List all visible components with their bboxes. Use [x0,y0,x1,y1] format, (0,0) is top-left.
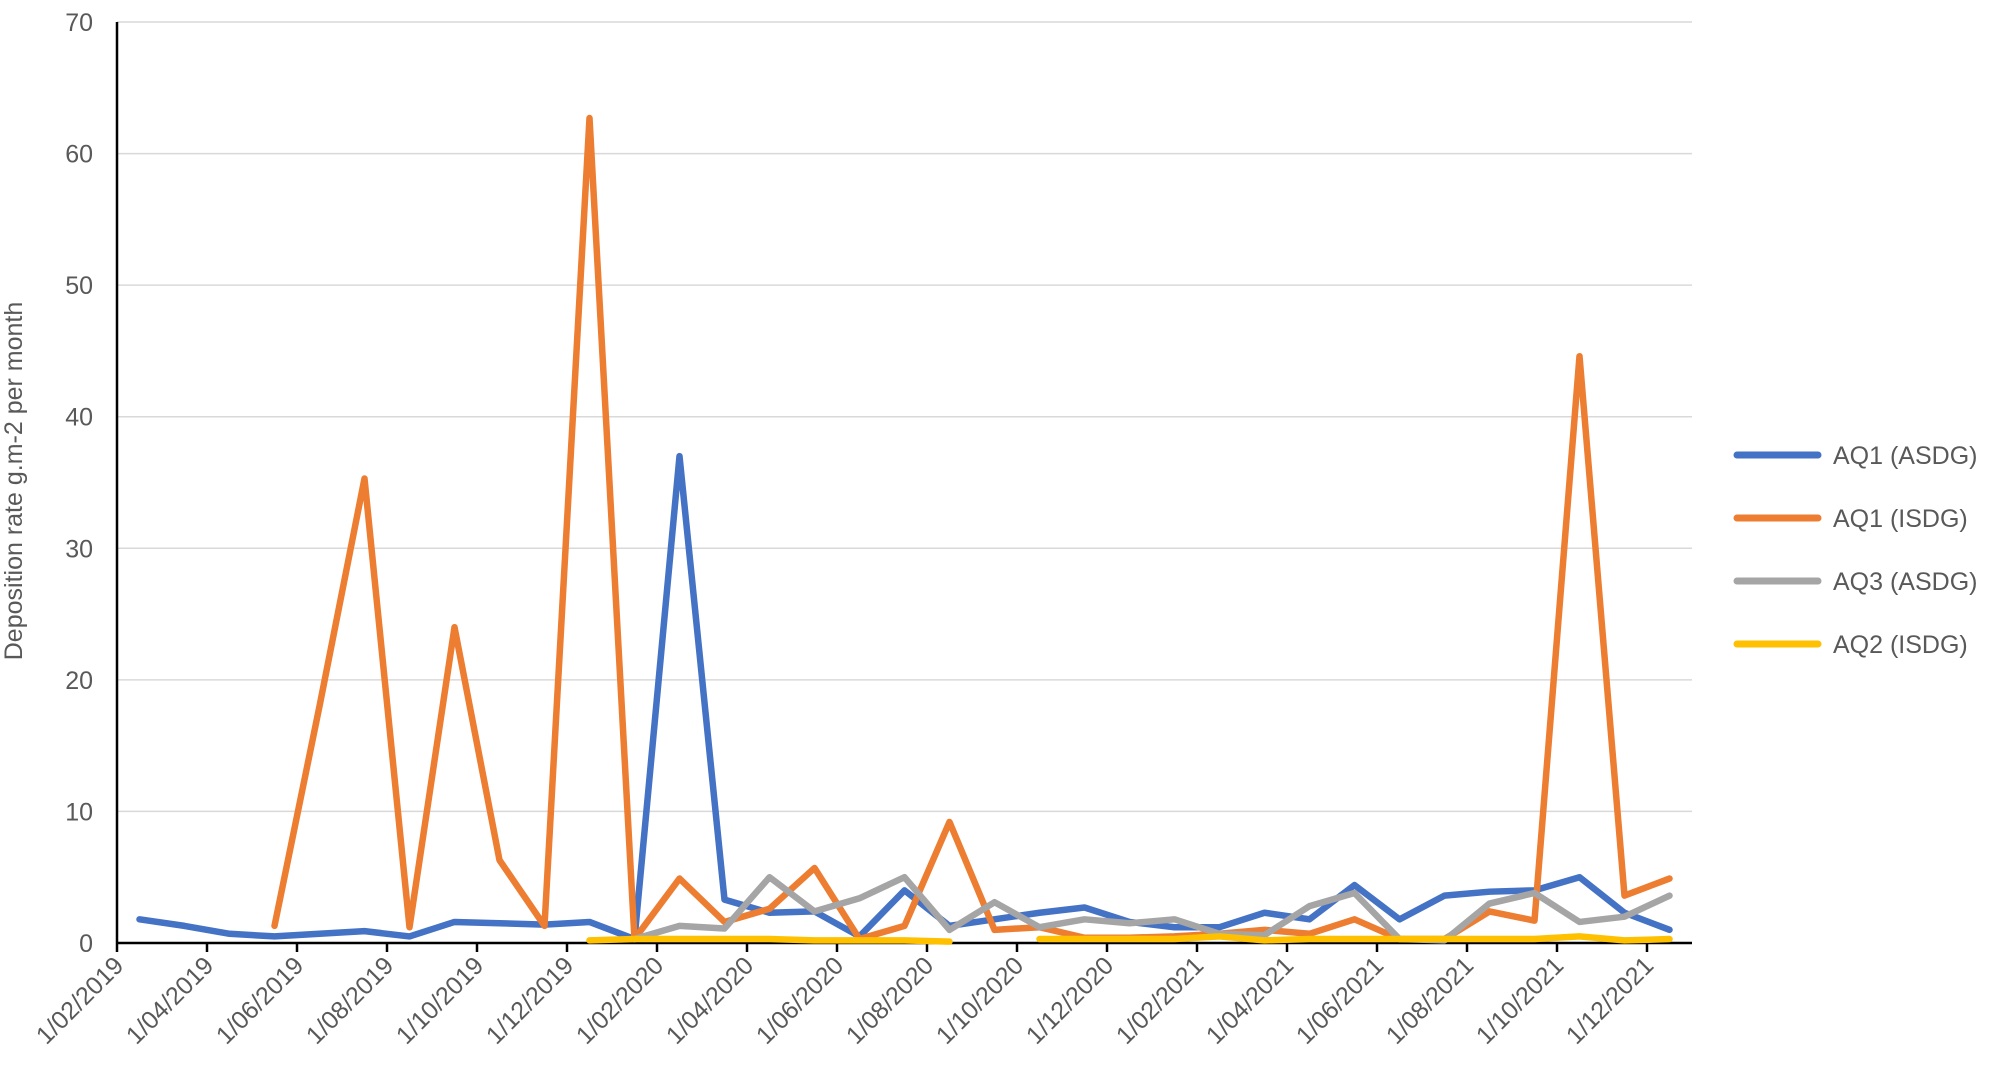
x-tick-label: 1/06/2021 [1291,951,1389,1049]
y-axis-label: Deposition rate g.m-2 per month [0,302,28,661]
y-tick-label: 70 [65,9,93,37]
y-tick-label: 50 [65,272,93,300]
legend-label: AQ1 (ASDG) [1833,442,1977,470]
x-tick-label: 1/04/2021 [1201,951,1299,1049]
x-tick-label: 1/12/2021 [1561,951,1659,1049]
x-tick-label: 1/10/2020 [931,951,1029,1049]
x-tick-label: 1/08/2019 [301,951,399,1049]
series-line [586,935,953,945]
x-tick-label: 1/08/2021 [1381,951,1479,1049]
series-line [631,873,1673,944]
series-line [271,114,1673,943]
series-line [136,452,1673,943]
legend-label: AQ3 (ASDG) [1833,568,1977,596]
x-tick-label: 1/08/2020 [841,951,939,1049]
series-line [1036,933,1673,944]
x-tick-label: 1/06/2020 [751,951,849,1049]
x-tick-label: 1/02/2020 [571,951,669,1049]
y-tick-label: 30 [65,535,93,563]
x-tick-label: 1/06/2019 [211,951,309,1049]
x-tick-label: 1/10/2021 [1471,951,1569,1049]
y-tick-label: 20 [65,667,93,695]
x-tick-label: 1/04/2020 [661,951,759,1049]
x-tick-label: 1/12/2019 [481,951,579,1049]
y-tick-label: 0 [79,930,93,958]
x-tick-label: 1/02/2021 [1111,951,1209,1049]
x-tick-label: 1/10/2019 [391,951,489,1049]
y-tick-label: 10 [65,798,93,826]
x-tick-label: 1/12/2020 [1021,951,1119,1049]
y-tick-label: 40 [65,404,93,432]
x-tick-label: 1/02/2019 [31,951,129,1049]
legend-label: AQ2 (ISDG) [1833,631,1968,659]
y-tick-label: 60 [65,141,93,169]
x-tick-label: 1/04/2019 [121,951,219,1049]
legend-label: AQ1 (ISDG) [1833,505,1968,533]
